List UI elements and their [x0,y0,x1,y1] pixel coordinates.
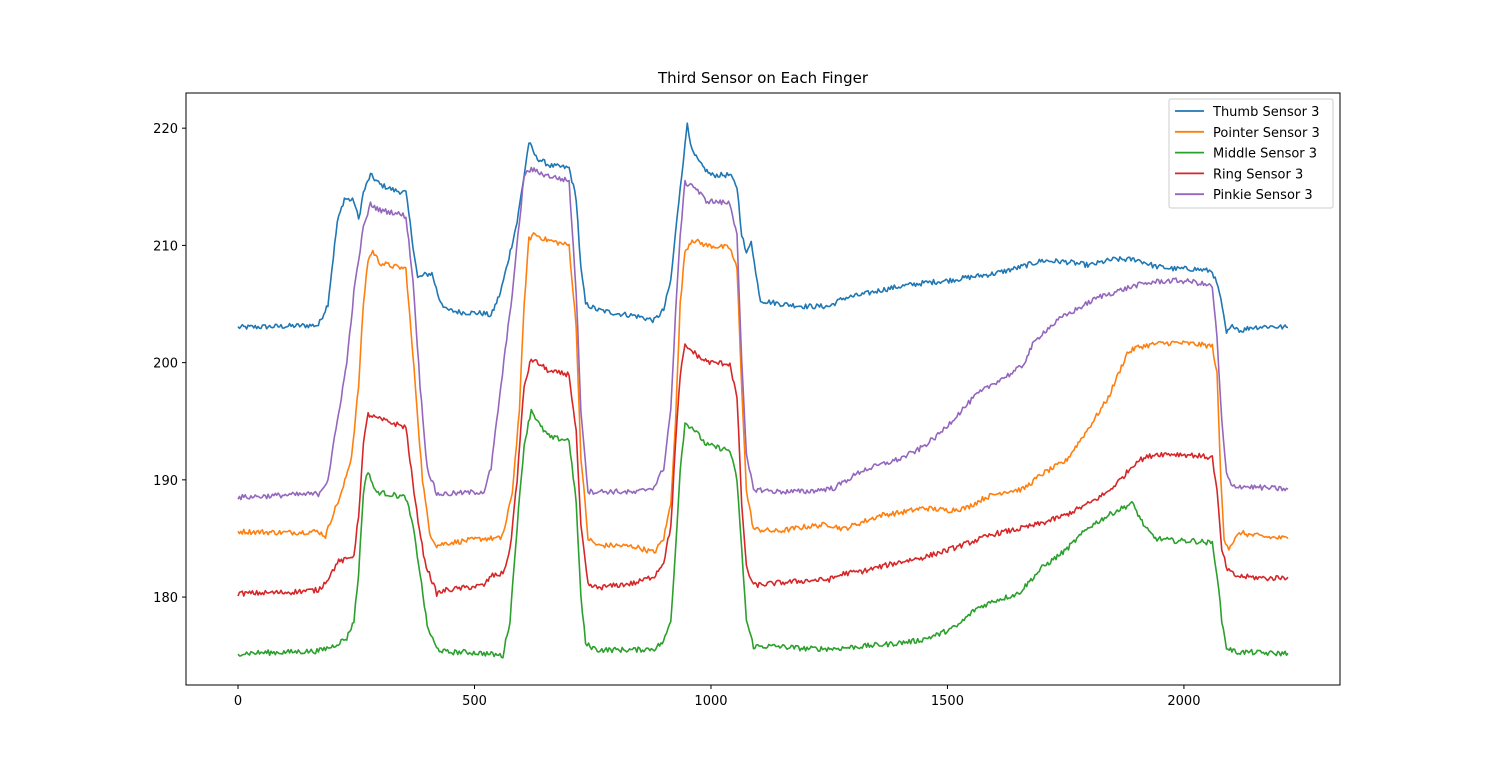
y-axis: 180 190 200 210 220 [153,122,186,606]
legend-box [1168,98,1334,209]
x-tick-label: 1500 [931,694,964,709]
chart-title: Third Sensor on Each Finger [657,69,869,87]
legend-label: Pointer Sensor 3 [1213,126,1320,141]
y-tick-label: 220 [153,122,178,137]
series-line-5 [237,166,1289,501]
y-tick-label: 210 [153,239,178,254]
series-line-2 [237,232,1289,554]
legend-label: Thumb Sensor 3 [1212,105,1319,120]
series-layer [237,122,1289,659]
legend-label: Ring Sensor 3 [1213,167,1303,182]
series-line-4 [237,343,1289,598]
series-line-1 [237,122,1289,335]
series-line-3 [237,408,1289,659]
legend-label: Middle Sensor 3 [1213,147,1317,162]
x-axis: 0 500 1000 1500 2000 [234,685,1200,709]
x-tick-label: 0 [234,694,242,709]
x-tick-label: 500 [462,694,487,709]
legend: Thumb Sensor 3 Pointer Sensor 3 Middle Sen… [1168,98,1334,209]
y-tick-label: 200 [153,357,178,372]
x-tick-label: 2000 [1167,694,1200,709]
y-tick-label: 180 [153,591,178,606]
y-tick-label: 190 [153,474,178,489]
plot-frame [185,92,1341,686]
x-tick-label: 1000 [694,694,727,709]
legend-label: Pinkie Sensor 3 [1213,188,1313,203]
